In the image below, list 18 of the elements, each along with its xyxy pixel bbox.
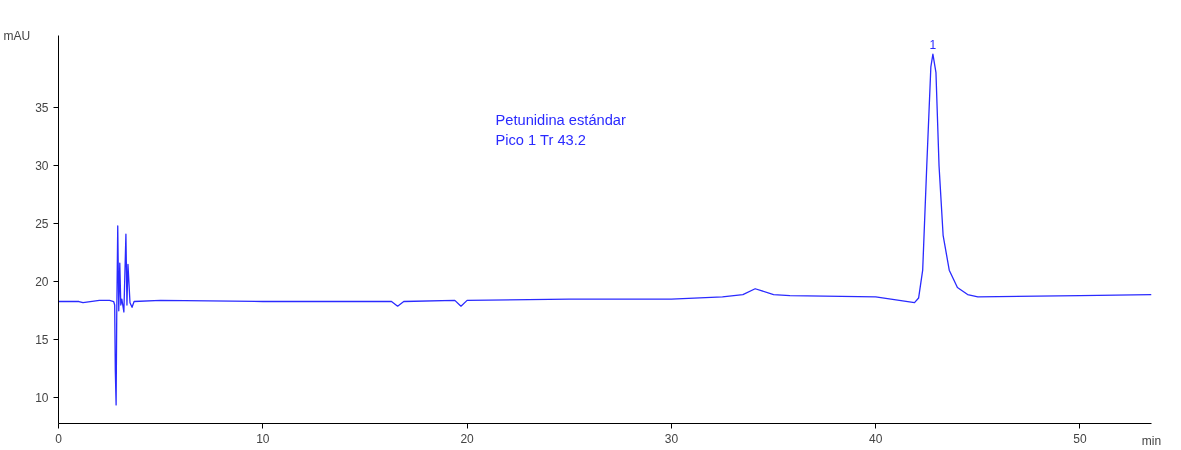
- y-tick-label: 25: [35, 217, 49, 232]
- x-tick-label: 20: [460, 431, 475, 446]
- annotation: Petunidina estándar: [495, 111, 626, 128]
- line-series: [58, 53, 1152, 406]
- y-tick-label: 35: [35, 101, 49, 116]
- annotation: 1: [929, 38, 937, 53]
- x-tick-label: 50: [1073, 431, 1087, 446]
- y-tick-label: 10: [35, 391, 49, 406]
- y-axis-title: mAU: [3, 28, 31, 43]
- x-tick-label: 40: [869, 431, 883, 446]
- x-tick-label: 10: [256, 431, 270, 446]
- x-tick-label: 0: [55, 431, 63, 446]
- x-axis-title: min: [1141, 433, 1162, 448]
- annotation: Pico 1 Tr 43.2: [495, 131, 586, 148]
- y-tick-label: 30: [35, 159, 49, 174]
- y-tick-label: 15: [35, 333, 49, 348]
- y-tick-label: 20: [35, 275, 49, 290]
- x-tick-label: 30: [664, 431, 679, 446]
